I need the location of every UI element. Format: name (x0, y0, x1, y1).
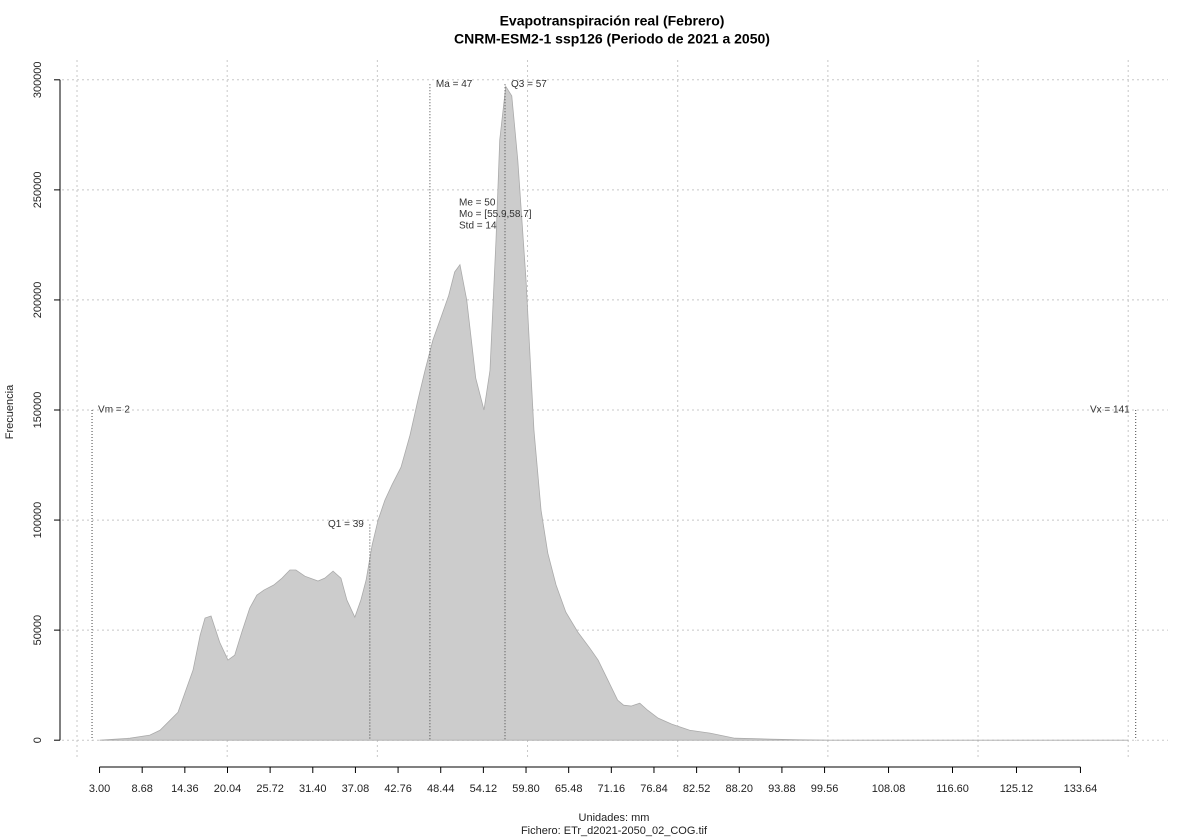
x-tick-label: 59.80 (512, 783, 540, 795)
chart-subtitle: CNRM-ESM2-1 ssp126 (Periodo de 2021 a 20… (454, 31, 770, 47)
marker-label: Q3 = 57 (511, 79, 547, 90)
x-tick-label: 82.52 (683, 783, 711, 795)
x-tick-label: 125.12 (1000, 783, 1034, 795)
stats-text: Std = 14 (459, 221, 497, 232)
x-tick-label: 37.08 (342, 783, 370, 795)
x-tick-label: 65.48 (555, 783, 583, 795)
x-tick-label: 133.64 (1064, 783, 1098, 795)
marker-label: Ma = 47 (436, 79, 473, 90)
x-tick-label: 108.08 (872, 783, 906, 795)
y-tick-label: 100000 (32, 502, 44, 539)
marker-label: Q1 = 39 (328, 519, 364, 530)
x-tick-label: 99.56 (811, 783, 839, 795)
x-tick-label: 3.00 (89, 783, 110, 795)
stats-text: Me = 50 (459, 198, 496, 209)
y-tick-label: 0 (32, 737, 44, 743)
x-axis-label: Unidades: mm (579, 812, 650, 824)
x-tick-label: 48.44 (427, 783, 455, 795)
x-tick-label: 71.16 (598, 783, 626, 795)
x-tick-label: 116.60 (936, 783, 969, 795)
caption: Fichero: ETr_d2021-2050_02_COG.tif (521, 825, 708, 837)
x-tick-label: 31.40 (299, 783, 327, 795)
x-tick-label: 54.12 (470, 783, 498, 795)
x-tick-label: 42.76 (384, 783, 412, 795)
y-tick-label: 250000 (32, 172, 44, 209)
x-tick-label: 25.72 (256, 783, 284, 795)
stats-text: Mo = [55.9,58.7] (459, 209, 532, 220)
x-tick-label: 93.88 (768, 783, 796, 795)
chart-title: Evapotranspiración real (Febrero) (500, 13, 725, 29)
x-tick-label: 14.36 (171, 783, 199, 795)
x-tick-label: 76.84 (640, 783, 668, 795)
marker-label: Vx = 141 (1090, 405, 1130, 416)
x-tick-label: 8.68 (131, 783, 152, 795)
marker-label: Vm = 2 (98, 405, 130, 416)
y-tick-label: 150000 (32, 392, 44, 429)
density-area (99, 85, 1129, 741)
x-tick-label: 88.20 (725, 783, 753, 795)
y-tick-label: 200000 (32, 282, 44, 319)
y-tick-label: 50000 (32, 615, 44, 646)
y-axis-label: Frecuencia (4, 384, 16, 439)
y-tick-label: 300000 (32, 61, 44, 98)
x-tick-label: 20.04 (214, 783, 242, 795)
